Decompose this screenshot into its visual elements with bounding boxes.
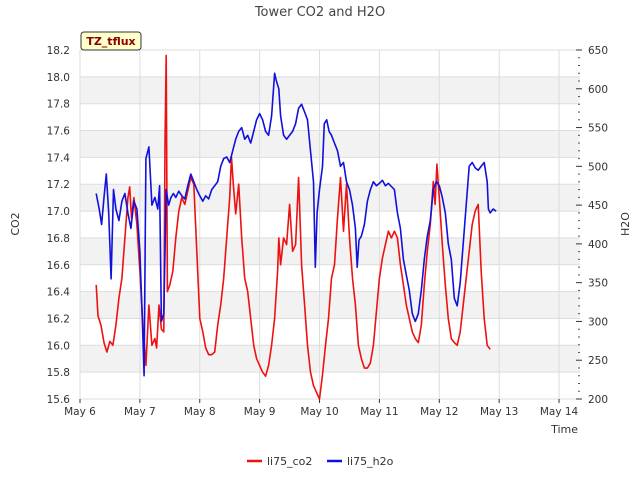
y-tick-label-left: 17.4 bbox=[47, 152, 71, 164]
y-tick-label-right: 600 bbox=[588, 84, 608, 96]
x-tick-label: May 12 bbox=[420, 406, 458, 418]
y-axis-left-title: CO2 bbox=[9, 212, 22, 235]
legend-label-co2: li75_co2 bbox=[267, 455, 312, 468]
grid-lines bbox=[79, 49, 580, 400]
y-tick-label-left: 15.8 bbox=[47, 367, 70, 379]
y-tick-label-left: 16.6 bbox=[47, 260, 71, 272]
x-tick-label: May 6 bbox=[64, 406, 96, 418]
y-tick-label-right: 200 bbox=[588, 394, 608, 406]
y-tick-label-left: 18.0 bbox=[47, 72, 70, 84]
site-badge-box bbox=[80, 31, 142, 51]
y-tick-label-left: 17.0 bbox=[47, 206, 70, 218]
legend: li75_co2 li75_h2o bbox=[247, 455, 394, 468]
y-tick-label-right: 400 bbox=[588, 239, 608, 251]
y-tick-label-left: 17.6 bbox=[47, 126, 71, 138]
y-tick-label-right: 650 bbox=[588, 45, 608, 57]
y-tick-label-left: 17.8 bbox=[47, 99, 70, 111]
legend-label-h2o: li75_h2o bbox=[347, 455, 394, 468]
series-line-li75_co2 bbox=[95, 54, 491, 400]
y-tick-label-left: 16.8 bbox=[47, 233, 70, 245]
y-tick-label-right: 250 bbox=[588, 355, 608, 367]
y-tick-label-left: 16.2 bbox=[47, 313, 70, 325]
grid-band bbox=[80, 76, 580, 104]
grid-band bbox=[80, 345, 580, 373]
x-tick-label: May 10 bbox=[300, 406, 338, 418]
grid-band bbox=[80, 237, 580, 265]
chart-title: Tower CO2 and H2O bbox=[254, 5, 385, 20]
y-tick-label-left: 18.2 bbox=[47, 45, 70, 57]
y-axis-right: 200 250 300 350 400 450 500 550 600 650 bbox=[576, 45, 608, 406]
x-tick-label: May 11 bbox=[360, 406, 398, 418]
y-axis-right-title: H2O bbox=[619, 212, 632, 236]
y-tick-label-left: 17.2 bbox=[47, 179, 70, 191]
y-tick-label-left: 16.4 bbox=[47, 287, 71, 299]
y-tick-label-left: 16.0 bbox=[47, 340, 70, 352]
y-axis-left: 15.6 15.8 16.0 16.2 16.4 16.6 16.8 17.0 17.2 17.4… bbox=[47, 45, 71, 406]
x-axis: May 6 May 7 May 8 May 9 May 10 May 11 May 12 Ma… bbox=[64, 399, 579, 418]
grid-band bbox=[80, 184, 580, 212]
grid-bands bbox=[80, 76, 580, 373]
series-layer bbox=[95, 54, 497, 400]
site-badge-label: TZ_tflux bbox=[86, 35, 135, 48]
y-tick-label-right: 300 bbox=[588, 316, 608, 328]
y-tick-label-right: 500 bbox=[588, 161, 608, 173]
grid-band bbox=[80, 130, 580, 158]
y-tick-label-right: 450 bbox=[588, 200, 608, 212]
x-tick-label: May 8 bbox=[184, 406, 216, 418]
x-tick-label: May 13 bbox=[480, 406, 518, 418]
x-tick-label: May 14 bbox=[540, 406, 579, 418]
y-tick-label-right: 350 bbox=[588, 278, 608, 290]
y-tick-label-left: 15.6 bbox=[47, 394, 71, 406]
x-tick-label: May 9 bbox=[244, 406, 276, 418]
x-tick-label: May 7 bbox=[124, 406, 156, 418]
site-badge: TZ_tflux bbox=[80, 31, 142, 51]
series-line-li75_h2o bbox=[95, 72, 497, 377]
y-tick-label-right: 550 bbox=[588, 123, 608, 135]
x-axis-title: Time bbox=[550, 423, 578, 436]
